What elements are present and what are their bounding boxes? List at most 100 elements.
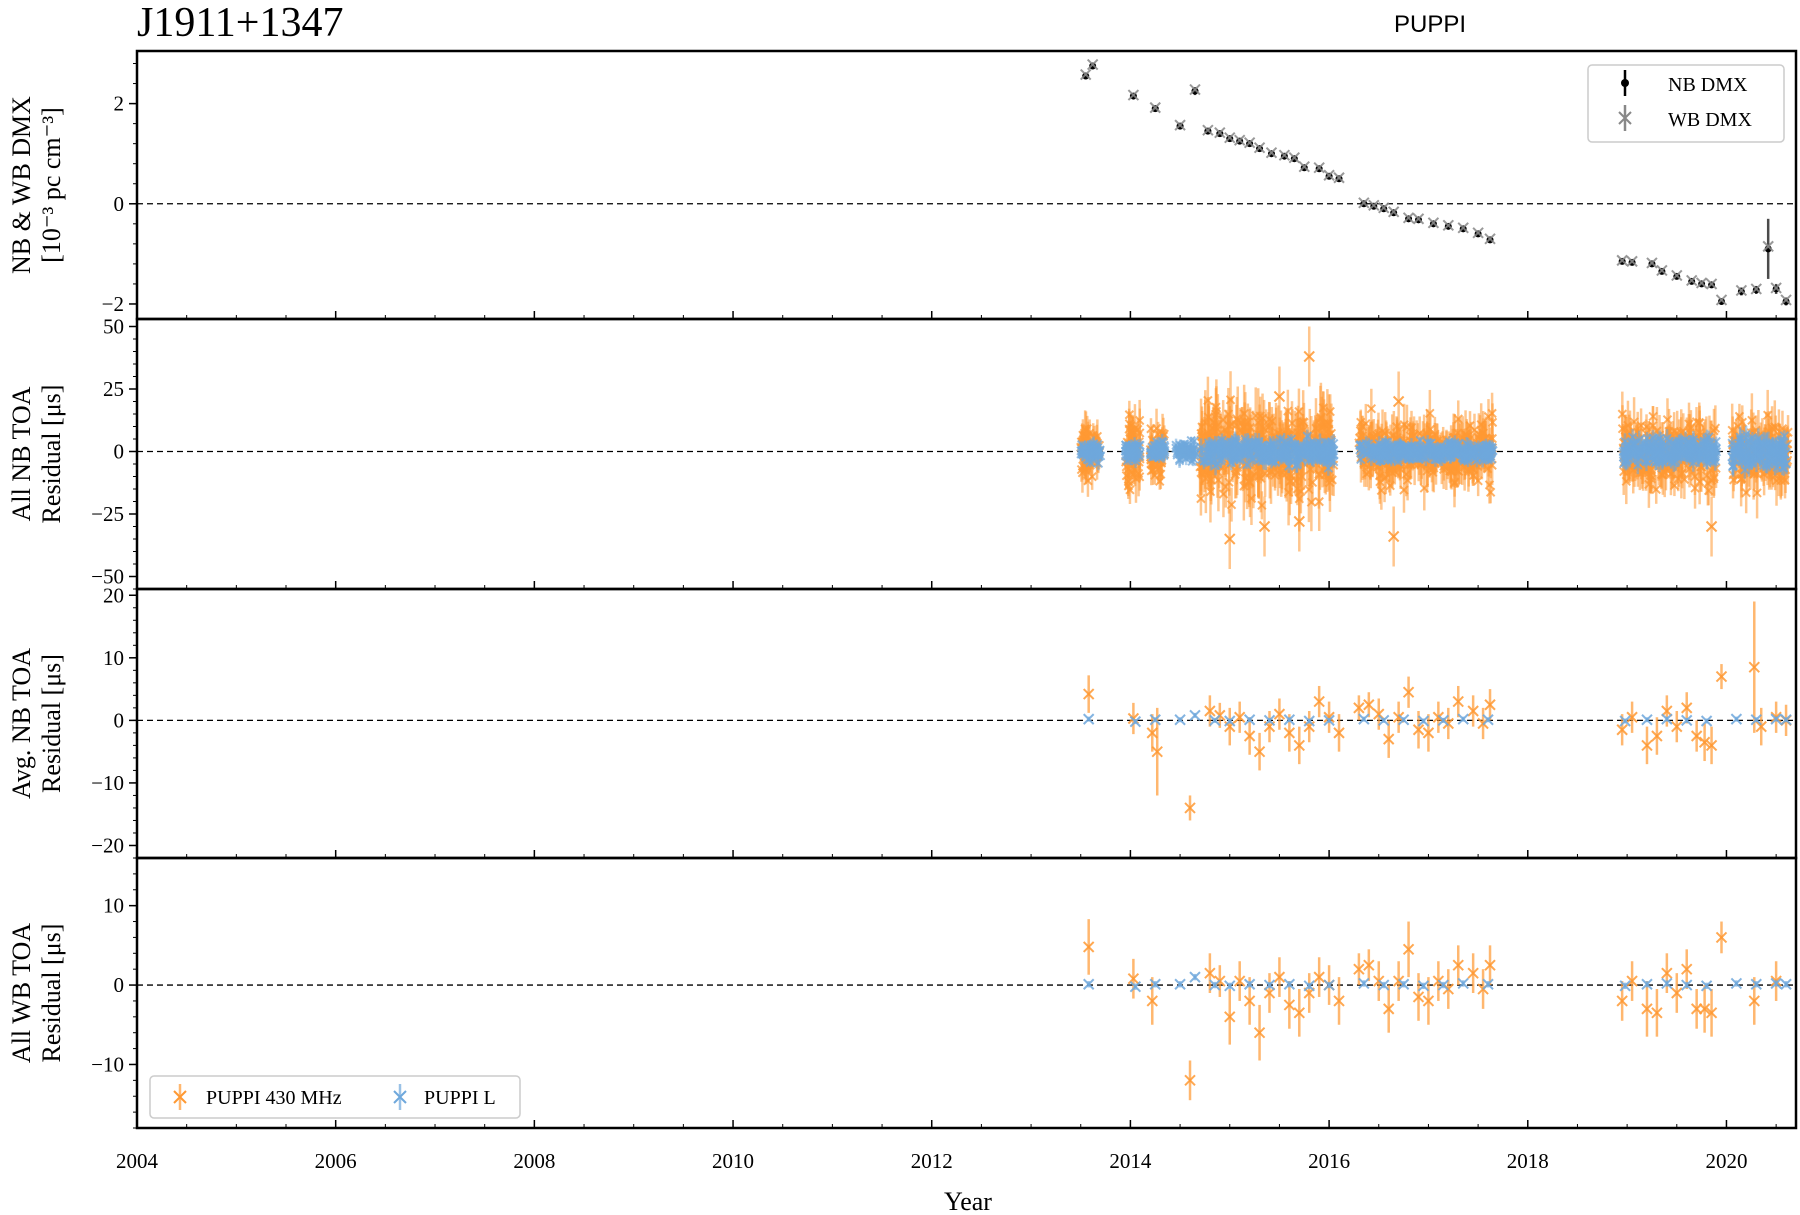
data-point bbox=[1273, 390, 1286, 403]
data-point bbox=[1715, 294, 1728, 306]
data-point bbox=[1258, 520, 1271, 533]
data-point bbox=[1213, 475, 1224, 485]
data-point bbox=[1127, 89, 1140, 101]
data-point bbox=[1202, 124, 1214, 136]
y-axis-label: NB & WB DMX bbox=[7, 96, 36, 274]
data-point bbox=[1151, 447, 1162, 457]
data-point bbox=[1694, 477, 1705, 487]
data-point bbox=[1676, 469, 1687, 479]
data-point bbox=[1304, 484, 1314, 495]
data-point bbox=[1233, 134, 1246, 146]
legend-label: NB DMX bbox=[1668, 74, 1748, 96]
series-wb-dmx bbox=[1080, 58, 1792, 306]
data-point bbox=[1705, 520, 1718, 533]
data-point bbox=[1185, 451, 1196, 461]
data-point bbox=[1197, 468, 1207, 479]
data-point bbox=[1629, 417, 1639, 427]
data-point bbox=[1288, 151, 1301, 164]
data-point bbox=[1412, 213, 1425, 225]
data-point bbox=[1419, 483, 1430, 493]
data-point bbox=[1093, 458, 1104, 469]
chart-subtitle: PUPPI bbox=[1394, 11, 1466, 38]
data-point bbox=[1130, 456, 1141, 466]
data-point bbox=[1737, 417, 1747, 427]
data-point bbox=[1174, 454, 1185, 464]
data-point bbox=[1762, 410, 1773, 420]
data-point bbox=[1727, 425, 1737, 436]
data-point bbox=[1156, 469, 1166, 479]
series-puppi-l bbox=[1076, 425, 1792, 479]
data-point bbox=[1377, 426, 1388, 437]
data-point bbox=[1089, 62, 1097, 70]
data-point bbox=[1129, 468, 1139, 479]
data-point bbox=[1469, 425, 1480, 435]
data-point bbox=[1186, 435, 1196, 446]
data-point bbox=[1214, 126, 1226, 139]
data-point bbox=[1735, 284, 1748, 297]
data-point bbox=[1314, 496, 1324, 507]
data-point bbox=[1648, 411, 1658, 422]
data-point bbox=[1283, 406, 1293, 416]
data-point bbox=[1366, 404, 1377, 414]
data-point bbox=[1369, 432, 1379, 442]
data-point bbox=[1086, 440, 1096, 451]
data-point bbox=[1442, 219, 1455, 232]
data-point bbox=[1387, 206, 1400, 218]
data-point bbox=[1224, 131, 1236, 144]
y-tick-label: −25 bbox=[91, 502, 124, 526]
data-point bbox=[1232, 414, 1242, 424]
data-point bbox=[1087, 447, 1098, 458]
data-point bbox=[1705, 278, 1718, 290]
data-point bbox=[1717, 297, 1725, 305]
y-tick-label: 0 bbox=[114, 192, 125, 216]
data-point bbox=[1130, 423, 1140, 433]
data-point bbox=[1690, 483, 1700, 493]
data-point bbox=[1152, 437, 1162, 447]
data-point bbox=[1080, 68, 1092, 81]
y-tick-label: −2 bbox=[102, 292, 124, 316]
data-point bbox=[1172, 448, 1182, 458]
data-point bbox=[1695, 277, 1708, 289]
data-point bbox=[1323, 169, 1335, 181]
data-point bbox=[1191, 87, 1199, 95]
data-point bbox=[1221, 482, 1231, 492]
data-point bbox=[1151, 423, 1162, 434]
data-point bbox=[1709, 472, 1719, 482]
data-point bbox=[1303, 350, 1315, 363]
y-tick-label: 25 bbox=[103, 377, 124, 401]
data-point bbox=[1401, 469, 1411, 479]
data-point bbox=[1703, 485, 1714, 496]
data-point bbox=[1265, 146, 1278, 159]
data-point bbox=[1671, 269, 1683, 282]
legend-box bbox=[1587, 64, 1785, 143]
data-point bbox=[1368, 199, 1380, 211]
data-point bbox=[1392, 395, 1405, 408]
chart-title: J1911+1347 bbox=[137, 0, 343, 46]
data-point bbox=[1287, 471, 1297, 481]
data-point bbox=[1317, 419, 1328, 430]
data-point bbox=[1315, 470, 1325, 480]
data-point bbox=[1077, 445, 1088, 456]
data-point bbox=[1255, 411, 1265, 421]
data-point bbox=[1203, 428, 1213, 438]
y-tick-label: −50 bbox=[91, 565, 124, 589]
legend-label: WB DMX bbox=[1668, 109, 1752, 131]
legend-marker bbox=[1618, 111, 1632, 125]
data-point bbox=[1171, 443, 1181, 453]
data-point bbox=[1278, 149, 1291, 161]
data-point bbox=[1617, 423, 1628, 434]
data-point bbox=[1770, 282, 1782, 294]
data-point bbox=[1149, 101, 1161, 114]
data-point bbox=[1120, 440, 1131, 450]
data-point bbox=[1646, 257, 1658, 269]
data-point bbox=[1237, 417, 1247, 427]
data-point bbox=[1656, 264, 1668, 277]
data-point bbox=[1626, 255, 1638, 268]
data-point bbox=[1212, 459, 1223, 469]
data-point bbox=[1082, 423, 1092, 434]
data-point bbox=[1782, 297, 1790, 305]
data-point bbox=[1196, 493, 1206, 504]
data-point bbox=[1750, 283, 1762, 295]
data-point bbox=[1211, 406, 1222, 417]
